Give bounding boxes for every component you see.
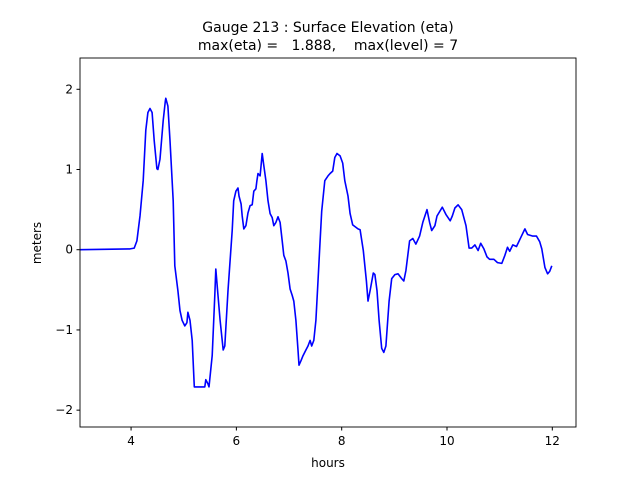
y-tick-label: −2	[55, 403, 73, 417]
chart-title: Gauge 213 : Surface Elevation (eta)	[202, 20, 453, 36]
y-tick-label: 0	[65, 243, 73, 257]
y-axis-label: meters	[30, 222, 44, 264]
x-tick-label: 6	[233, 434, 241, 448]
y-axis: −2 −1 0 1 2	[55, 82, 80, 417]
y-tick-label: 2	[65, 82, 73, 96]
x-tick-label: 10	[439, 434, 454, 448]
x-axis-label: hours	[311, 456, 345, 470]
x-tick-label: 12	[545, 434, 560, 448]
series-line-eta	[80, 97, 553, 388]
x-tick-label: 4	[127, 434, 135, 448]
x-tick-label: 8	[338, 434, 346, 448]
plot-area	[79, 57, 577, 428]
x-axis: 4 6 8 10 12	[127, 427, 560, 448]
axes-frame	[79, 57, 577, 428]
y-tick-label: −1	[55, 323, 73, 337]
y-tick-label: 1	[65, 163, 73, 177]
chart-subtitle: max(eta) = 1.888, max(level) = 7	[198, 38, 458, 54]
